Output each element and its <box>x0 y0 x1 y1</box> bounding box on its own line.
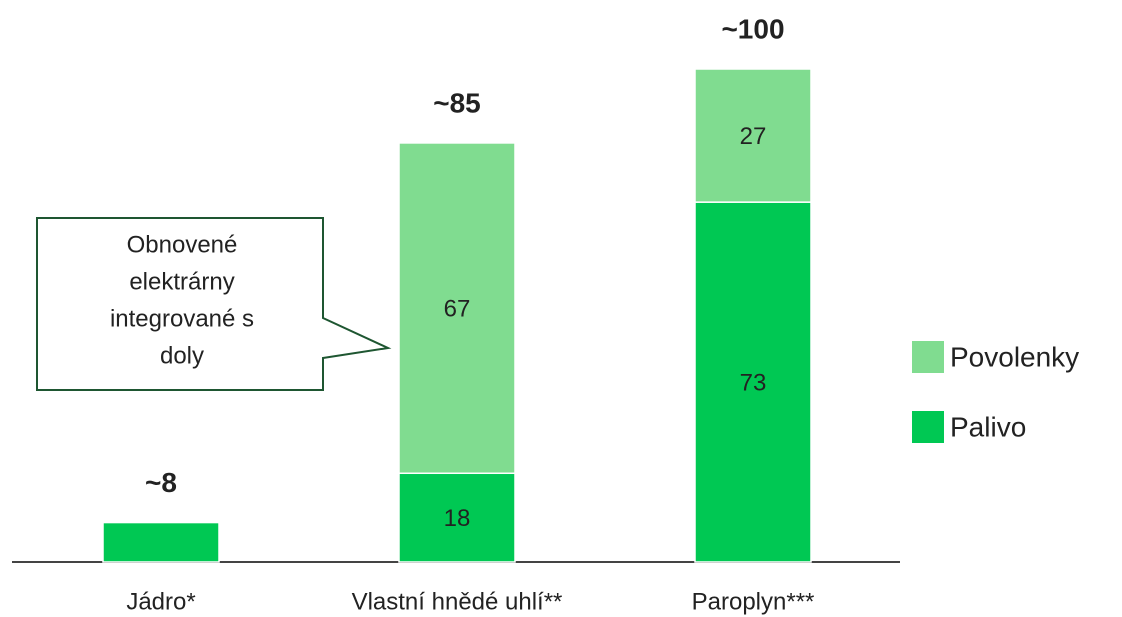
value-label: 27 <box>740 123 767 150</box>
total-label: ~85 <box>433 87 481 118</box>
annotation-line: Obnovené <box>127 231 238 258</box>
total-label: ~8 <box>145 467 177 498</box>
annotation-line: elektrárny <box>129 268 234 295</box>
callout-box <box>36 217 392 391</box>
annotation-line: integrované s <box>110 305 254 332</box>
x-tick-label: Jádro* <box>126 588 195 615</box>
x-tick-label: Vlastní hnědé uhlí** <box>352 588 563 615</box>
legend-label: Povolenky <box>950 341 1079 372</box>
value-label: 67 <box>444 295 471 322</box>
bar-segment <box>398 142 516 475</box>
annotation-line: doly <box>160 342 204 369</box>
bar-segment <box>694 201 812 563</box>
bar-segment <box>102 521 220 563</box>
legend-label: Palivo <box>950 411 1026 442</box>
bar-segment <box>694 68 812 203</box>
legend-swatch <box>912 341 944 373</box>
legend-swatch <box>912 411 944 443</box>
x-tick-label: Paroplyn*** <box>692 588 815 615</box>
value-label: 73 <box>740 369 767 396</box>
value-label: 18 <box>444 505 471 532</box>
total-label: ~100 <box>721 13 784 44</box>
bar-segment <box>398 472 516 563</box>
